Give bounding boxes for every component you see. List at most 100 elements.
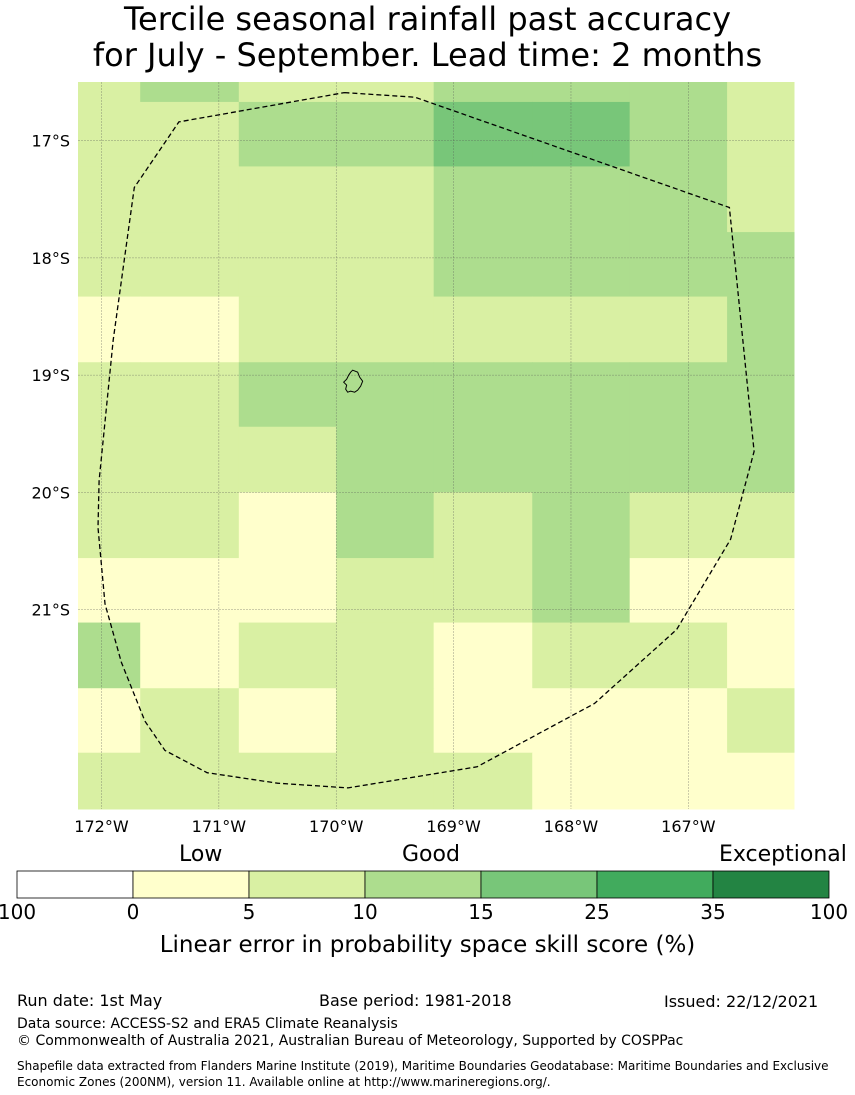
colorbar-title: Linear error in probability space skill … [159,932,696,958]
skill-cell [629,166,728,233]
skill-cell [78,296,141,363]
map-title-line-1: Tercile seasonal rainfall past accuracy [123,0,732,38]
longitude-tick-label: 167°W [661,817,716,836]
skill-cell [727,752,795,810]
skill-cell [238,296,337,363]
skill-cell [532,492,631,559]
legend-category-low: Low [179,842,223,867]
skill-cell [238,232,337,298]
skill-cell [336,101,435,167]
skill-cell [629,82,728,103]
skill-cell [238,82,337,103]
longitude-tick-label: 170°W [309,817,364,836]
skill-cell [78,82,141,103]
colorbar-tick: 5 [242,900,256,924]
shapefile-credit-line-1: Shapefile data extracted from Flanders M… [17,1059,829,1073]
skill-cell [727,232,795,298]
skill-cell [532,362,631,428]
skill-cell [532,622,631,689]
skill-cell [140,166,240,233]
longitude-tick-label: 171°W [192,817,247,836]
skill-cell [78,166,141,233]
skill-cell [532,426,631,493]
skill-cell [140,296,240,363]
skill-cell [433,296,533,363]
skill-cell [433,558,533,624]
skill-cell [238,752,337,810]
skill-cell [336,296,435,363]
latitude-labels: 17°S 18°S 19°S 20°S 21°S [31,132,70,620]
skill-cell [238,622,337,689]
colorbar-swatch [132,870,250,899]
skill-cell [336,688,435,754]
skill-cell [78,622,141,689]
skill-cell [532,752,631,810]
colorbar-swatch [248,870,366,899]
skill-cell [532,82,631,103]
skill-cell [727,101,795,167]
skill-cell [140,752,240,810]
skill-cell [433,232,533,298]
skill-cell [336,558,435,624]
colorbar-tick: 10 [352,900,378,924]
skill-cell [140,492,240,559]
skill-cell [433,82,533,103]
skill-cell [78,426,141,493]
colorbar [16,870,830,899]
skill-cell [433,166,533,233]
latitude-tick-label: 19°S [31,366,70,385]
skill-cell [140,622,240,689]
skill-cell [336,492,435,559]
skill-cell [433,752,533,810]
colorbar-tick: 100 [809,900,849,924]
skill-cell [532,558,631,624]
skill-cell [336,362,435,428]
skill-cell [629,622,728,689]
skill-cell [629,558,728,624]
legend-category-exceptional: Exceptional [719,842,847,867]
latitude-tick-label: 17°S [31,132,70,151]
skill-cell [336,166,435,233]
skill-cell [433,622,533,689]
skill-cell [727,492,795,559]
skill-cell [78,752,141,810]
colorbar-swatches [16,870,830,899]
skill-cell [629,426,728,493]
data-source: Data source: ACCESS-S2 and ERA5 Climate … [17,1016,398,1032]
longitude-labels: 172°W 171°W 170°W 169°W 168°W 167°W [74,817,715,836]
island-outline [342,369,364,393]
issued-date: Issued: 22/12/2021 [664,992,819,1011]
colorbar-tick: 100 [0,900,37,924]
skill-cell [140,82,240,103]
run-date: Run date: 1st May [17,991,163,1010]
skill-cell [727,362,795,428]
skill-cell [238,688,337,754]
graticule-lines [78,82,794,809]
skill-cell [238,426,337,493]
longitude-tick-label: 168°W [544,817,599,836]
skill-cell [238,166,337,233]
skill-cell [78,232,141,298]
map-panel: 172°W 171°W 170°W 169°W 168°W 167°W 17°S18°S1… [31,82,795,836]
latitude-tick-label: 21°S [31,601,70,620]
skill-cell [78,101,141,167]
skill-cell [140,362,240,428]
skill-cell [433,426,533,493]
base-period: Base period: 1981-2018 [319,991,512,1010]
skill-grid-cells [78,82,795,810]
skill-cell [238,558,337,624]
colorbar-swatch [364,870,482,899]
skill-cell [433,362,533,428]
skill-cell [78,558,141,624]
skill-cell [433,492,533,559]
skill-cell [140,426,240,493]
skill-cell [727,688,795,754]
skill-cell [629,101,728,167]
colorbar-tick: 15 [468,900,494,924]
skill-cell [727,426,795,493]
skill-cell [532,232,631,298]
skill-cell [336,426,435,493]
colorbar-swatch [712,870,830,899]
latitude-tick-label: 20°S [31,483,70,502]
skill-cell [727,622,795,689]
